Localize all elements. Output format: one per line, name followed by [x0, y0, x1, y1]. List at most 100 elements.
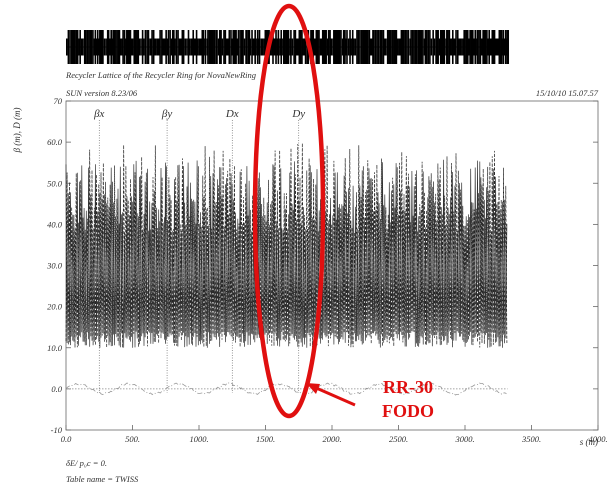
lattice-element — [316, 30, 319, 64]
series-label: βy — [161, 108, 172, 120]
lattice-element — [461, 38, 463, 56]
y-tick-label: 20.0 — [47, 302, 63, 312]
lattice-element — [147, 30, 150, 64]
lattice-element — [282, 38, 284, 56]
lattice-element — [157, 38, 159, 56]
lattice-element — [260, 38, 263, 56]
lattice-element — [458, 38, 460, 56]
lattice-element — [351, 30, 354, 64]
lattice-element — [195, 30, 198, 64]
lattice-element — [237, 30, 240, 64]
lattice-element — [202, 30, 205, 64]
lattice-element — [143, 38, 145, 56]
lattice-element — [75, 30, 78, 64]
lattice-element — [474, 30, 477, 64]
lattice-element — [210, 30, 213, 64]
lattice-element — [207, 30, 209, 64]
lattice-element — [332, 38, 334, 56]
lattice-element — [94, 30, 97, 64]
lattice-element — [134, 30, 137, 64]
lattice-element — [119, 38, 122, 56]
lattice-element — [401, 30, 404, 64]
lattice-element — [362, 30, 364, 64]
lattice-element — [303, 38, 306, 56]
lattice-element — [236, 38, 238, 56]
x-tick-label: 3500. — [521, 434, 541, 444]
lattice-element — [113, 30, 115, 64]
version-label: SUN version 8.23/06 — [66, 88, 138, 98]
lattice-element — [70, 30, 73, 64]
lattice-element — [364, 30, 367, 64]
lattice-element — [391, 30, 394, 64]
lattice-element — [336, 30, 339, 64]
lattice-element — [117, 30, 120, 64]
lattice-element — [162, 38, 164, 56]
lattice-element — [243, 38, 246, 56]
lattice-element — [427, 30, 430, 64]
annotation-label-line2: FODO — [382, 401, 434, 421]
lattice-element — [209, 30, 212, 64]
series-label: Dy — [291, 108, 305, 120]
lattice-element — [90, 30, 93, 64]
x-tick-label: 500. — [125, 434, 140, 444]
lattice-element — [459, 38, 462, 56]
lattice-element — [318, 30, 320, 64]
lattice-element — [382, 30, 385, 64]
lattice-element — [215, 30, 217, 64]
lattice-element — [156, 38, 158, 56]
lattice-element — [498, 30, 501, 64]
lattice-element — [446, 30, 448, 64]
lattice-element — [231, 38, 234, 56]
lattice-element — [464, 30, 466, 64]
lattice-element — [479, 30, 482, 64]
lattice-element — [487, 38, 489, 56]
lattice-element — [453, 38, 456, 56]
lattice-element — [490, 38, 492, 56]
lattice-element — [380, 30, 382, 64]
lattice-element — [360, 30, 363, 64]
lattice-element — [235, 30, 237, 64]
lattice-element — [341, 38, 344, 56]
lattice-element — [263, 38, 265, 56]
lattice-element — [293, 30, 295, 64]
lattice-element — [326, 38, 329, 56]
lattice-element — [257, 38, 260, 56]
lattice-element — [313, 38, 315, 56]
lattice-element — [201, 30, 204, 64]
lattice-element — [74, 30, 76, 64]
lattice-element — [273, 38, 275, 56]
lattice-element — [97, 38, 100, 56]
lattice-element — [184, 38, 187, 56]
lattice-element — [447, 30, 449, 64]
lattice-element — [86, 30, 89, 64]
lattice-element — [190, 38, 193, 56]
series-labels: βx βy Dx Dy — [93, 108, 305, 393]
dispersion-x-curve — [65, 382, 507, 396]
lattice-element — [276, 38, 279, 56]
lattice-element — [246, 30, 248, 64]
lattice-element — [497, 38, 499, 56]
series-label: βx — [93, 108, 104, 120]
lattice-element — [251, 30, 253, 64]
lattice-element — [100, 30, 102, 64]
lattice-element — [89, 30, 92, 64]
lattice-element — [418, 30, 421, 64]
lattice-element — [415, 30, 418, 64]
lattice-element — [365, 30, 368, 64]
x-tick-label: 2000. — [322, 434, 341, 444]
series-label: Dx — [225, 108, 239, 120]
lattice-element — [476, 30, 479, 64]
lattice-element — [138, 38, 141, 56]
lattice-element — [452, 38, 455, 56]
lattice-element — [253, 38, 255, 56]
lattice-element — [165, 30, 167, 64]
lattice-element — [151, 30, 153, 64]
lattice-element — [470, 30, 473, 64]
lattice-element — [475, 38, 477, 56]
lattice-element — [116, 30, 118, 64]
highlight-ellipse — [252, 3, 326, 419]
lattice-element — [314, 38, 317, 56]
lattice-element — [152, 30, 155, 64]
lattice-element — [356, 30, 358, 64]
lattice-element — [180, 38, 183, 56]
